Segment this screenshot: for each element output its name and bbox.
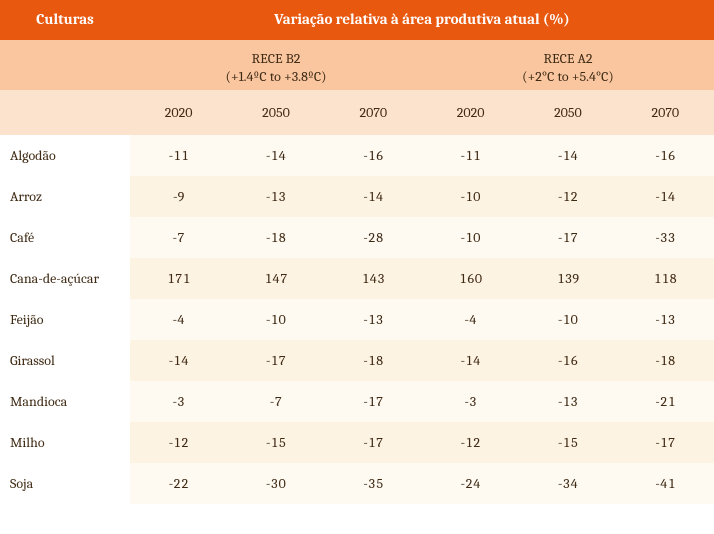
cell: 171 [130,258,227,299]
year-col: 2020 [130,90,227,135]
table-row: Mandioca -3 -7 -17 -3 -13 -21 [0,381,714,422]
cell: -17 [325,422,422,463]
cell: -4 [130,299,227,340]
cell: -3 [130,381,227,422]
cell: -41 [617,463,714,504]
table-row: Arroz -9 -13 -14 -10 -12 -14 [0,176,714,217]
row-label: Feijão [0,299,130,340]
cell: -4 [422,299,519,340]
cell: -17 [617,422,714,463]
header-variation: Variação relativa à área produtiva atual… [130,0,714,40]
header-scen-blank [0,40,130,90]
table-row: Girassol -14 -17 -18 -14 -16 -18 [0,340,714,381]
cell: -24 [422,463,519,504]
year-col: 2050 [519,90,616,135]
year-col: 2020 [422,90,519,135]
header-row-top: Culturas Variação relativa à área produt… [0,0,714,40]
cell: -10 [422,217,519,258]
cell: 118 [617,258,714,299]
cell: -9 [130,176,227,217]
cell: -10 [227,299,324,340]
row-label: Café [0,217,130,258]
cell: -14 [325,176,422,217]
cell: -13 [617,299,714,340]
header-culturas: Culturas [0,0,130,40]
table-row: Algodão -11 -14 -16 -11 -14 -16 [0,135,714,176]
cell: 143 [325,258,422,299]
year-col: 2070 [617,90,714,135]
cell: -11 [422,135,519,176]
table-row: Café -7 -18 -28 -10 -17 -33 [0,217,714,258]
cell: -13 [519,381,616,422]
row-label: Arroz [0,176,130,217]
cell: -14 [227,135,324,176]
cell: -33 [617,217,714,258]
cell: -17 [325,381,422,422]
data-table: Culturas Variação relativa à área produt… [0,0,714,504]
cell: -16 [617,135,714,176]
row-label: Soja [0,463,130,504]
cell: -16 [325,135,422,176]
scenario-b2-title: RECE B2 [252,50,301,67]
cell: -15 [227,422,324,463]
cell: -17 [519,217,616,258]
header-row-scenarios: RECE B2 (+1.4ºC to +3.8ºC) RECE A2 (+2°C… [0,40,714,90]
cell: -12 [519,176,616,217]
table-row: Milho -12 -15 -17 -12 -15 -17 [0,422,714,463]
cell: -15 [519,422,616,463]
cell: -7 [130,217,227,258]
scenario-b2-sub: (+1.4ºC to +3.8ºC) [136,68,416,86]
row-label: Algodão [0,135,130,176]
cell: -10 [519,299,616,340]
cell: -28 [325,217,422,258]
row-label: Mandioca [0,381,130,422]
table-body: Algodão -11 -14 -16 -11 -14 -16 Arroz -9… [0,135,714,504]
table-container: Culturas Variação relativa à área produt… [0,0,714,504]
cell: 139 [519,258,616,299]
cell: -17 [227,340,324,381]
header-years-blank [0,90,130,135]
table-row: Soja -22 -30 -35 -24 -34 -41 [0,463,714,504]
cell: -18 [227,217,324,258]
year-col: 2070 [325,90,422,135]
table-row: Feijão -4 -10 -13 -4 -10 -13 [0,299,714,340]
row-label: Cana-de-açúcar [0,258,130,299]
cell: 147 [227,258,324,299]
scenario-a2: RECE A2 (+2°C to +5.4°C) [422,40,714,90]
table-row: Cana-de-açúcar 171 147 143 160 139 118 [0,258,714,299]
cell: -10 [422,176,519,217]
cell: -35 [325,463,422,504]
cell: -14 [422,340,519,381]
cell: -16 [519,340,616,381]
header-row-years: 2020 2050 2070 2020 2050 2070 [0,90,714,135]
row-label: Milho [0,422,130,463]
cell: -14 [617,176,714,217]
cell: -34 [519,463,616,504]
scenario-b2: RECE B2 (+1.4ºC to +3.8ºC) [130,40,422,90]
cell: -12 [422,422,519,463]
cell: -3 [422,381,519,422]
cell: -18 [325,340,422,381]
scenario-a2-sub: (+2°C to +5.4°C) [428,68,708,86]
cell: -13 [325,299,422,340]
year-col: 2050 [227,90,324,135]
cell: -7 [227,381,324,422]
cell: -13 [227,176,324,217]
cell: -18 [617,340,714,381]
cell: -11 [130,135,227,176]
cell: -12 [130,422,227,463]
row-label: Girassol [0,340,130,381]
cell: -22 [130,463,227,504]
scenario-a2-title: RECE A2 [543,50,592,67]
cell: -14 [130,340,227,381]
cell: -30 [227,463,324,504]
cell: -21 [617,381,714,422]
cell: -14 [519,135,616,176]
cell: 160 [422,258,519,299]
